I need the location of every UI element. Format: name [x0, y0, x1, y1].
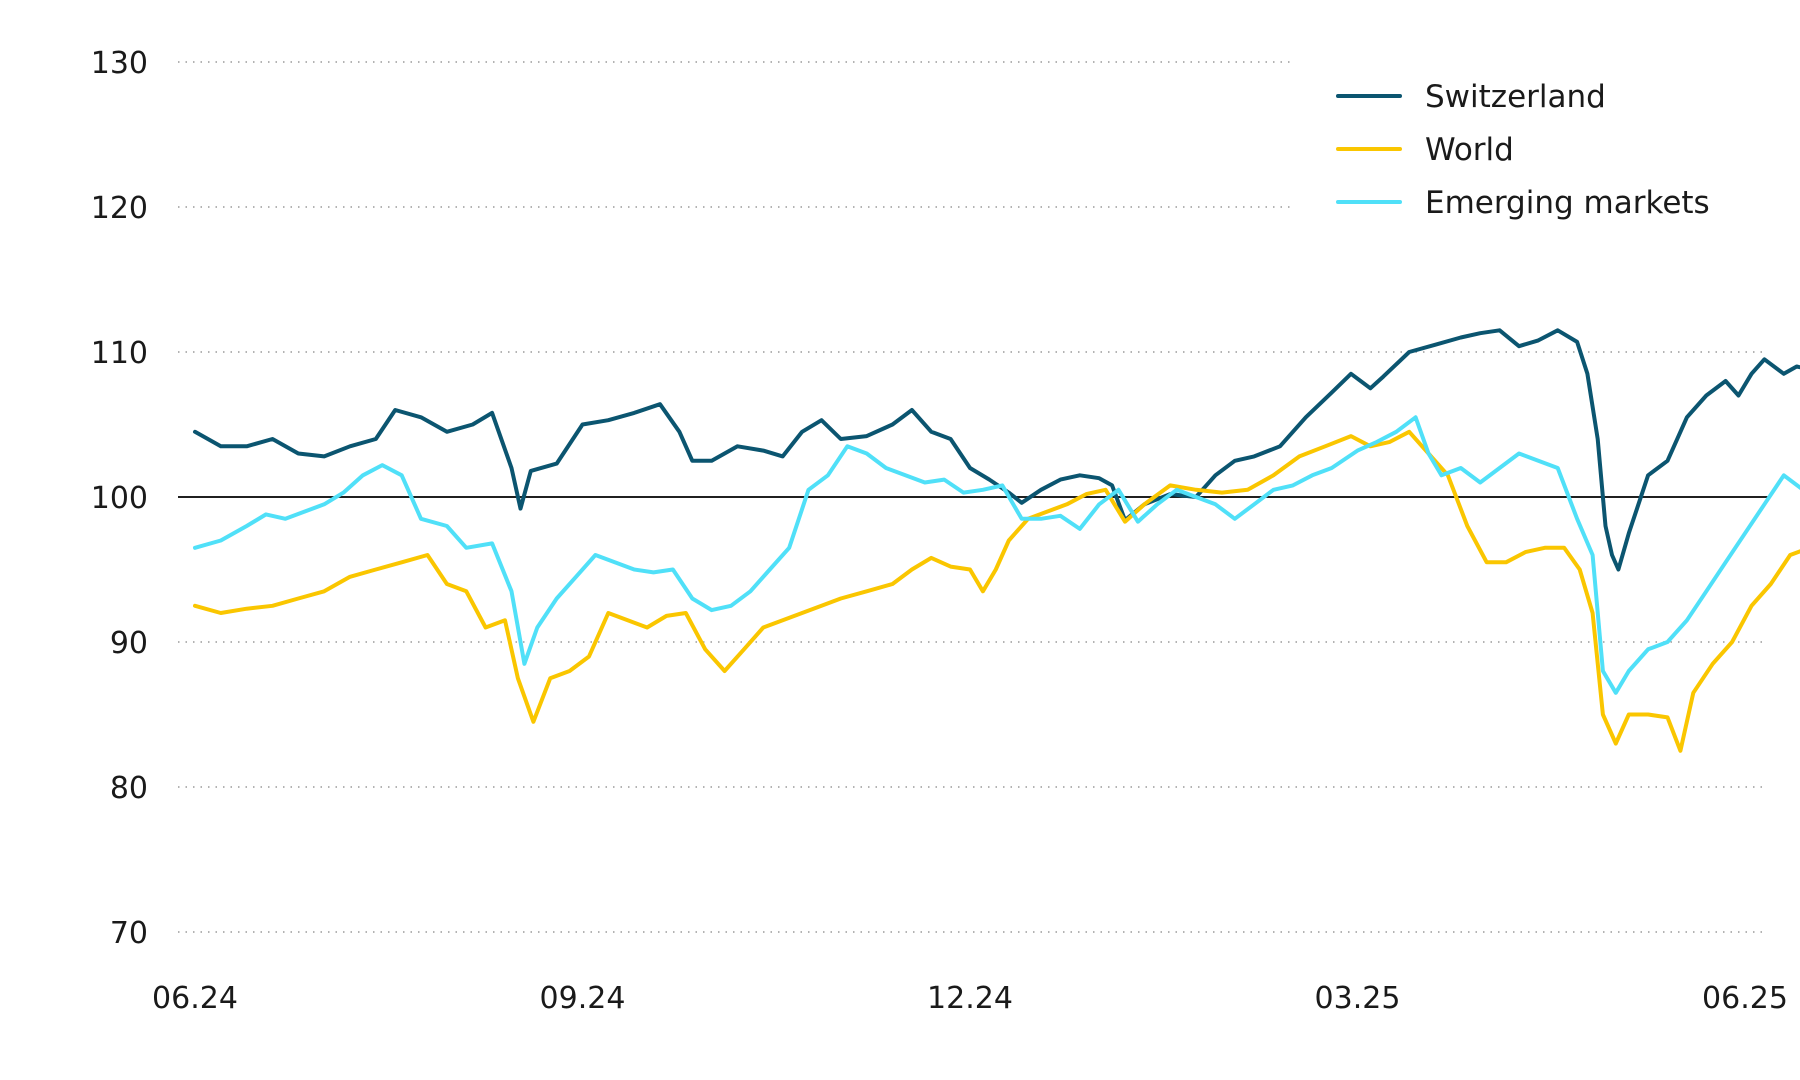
series-line-world	[193, 429, 1800, 753]
x-tick-label: 12.24	[927, 981, 1013, 1016]
legend: Switzerland World Emerging markets	[1336, 79, 1710, 221]
y-axis-tick-labels: 70 80 90 100 110 120 130	[91, 46, 148, 951]
series-line-switzerland	[193, 328, 1800, 572]
y-tick-label: 70	[110, 916, 148, 951]
y-tick-label: 80	[110, 771, 148, 806]
series-lines	[193, 328, 1800, 753]
x-tick-label: 06.25	[1702, 981, 1788, 1016]
y-tick-label: 120	[91, 191, 148, 226]
legend-label-switzerland: Switzerland	[1425, 79, 1606, 115]
y-tick-label: 100	[91, 481, 148, 516]
legend-label-emerging-markets: Emerging markets	[1425, 185, 1710, 221]
grid	[178, 61, 1768, 933]
x-tick-label: 03.25	[1315, 981, 1401, 1016]
x-axis-tick-labels: 06.24 09.24 12.24 03.25 06.25	[152, 981, 1788, 1016]
series-line-emerging-markets	[193, 415, 1800, 695]
x-tick-label: 06.24	[152, 981, 238, 1016]
y-tick-label: 110	[91, 336, 148, 371]
x-tick-label: 09.24	[540, 981, 626, 1016]
y-tick-label: 130	[91, 46, 148, 81]
y-tick-label: 90	[110, 626, 148, 661]
legend-label-world: World	[1425, 132, 1514, 168]
